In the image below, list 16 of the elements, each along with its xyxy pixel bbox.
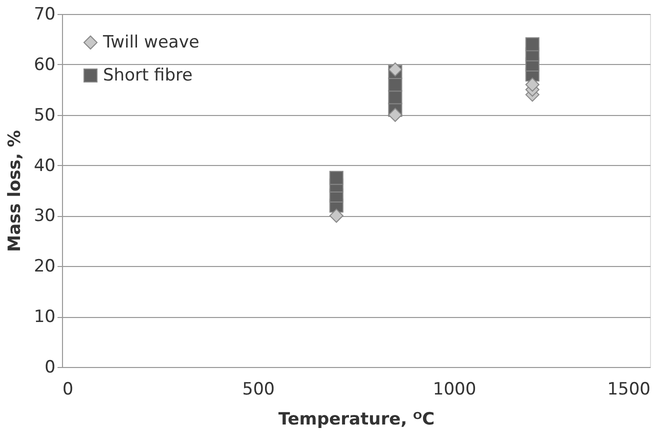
y-tick-label: 40 bbox=[34, 156, 56, 176]
x-tick-label: 500 bbox=[242, 380, 275, 400]
y-tick-label: 30 bbox=[34, 206, 56, 226]
y-tick-label: 0 bbox=[44, 358, 56, 378]
legend-label: Twill weave bbox=[102, 32, 200, 52]
x-axis-title: Temperature, ᴼC bbox=[278, 410, 435, 430]
y-tick-label: 60 bbox=[34, 54, 56, 75]
y-tick-label: 50 bbox=[34, 105, 56, 126]
y-axis-title: Mass loss, % bbox=[4, 130, 25, 252]
y-tick-label: 10 bbox=[34, 307, 56, 328]
x-tick-label: 1000 bbox=[432, 380, 476, 400]
y-tick-label: 20 bbox=[34, 256, 56, 277]
x-tick-label: 1500 bbox=[607, 380, 650, 400]
x-tick-label: 0 bbox=[62, 380, 74, 400]
legend-label: Short fibre bbox=[103, 66, 193, 86]
y-tick-label: 70 bbox=[34, 4, 56, 24]
